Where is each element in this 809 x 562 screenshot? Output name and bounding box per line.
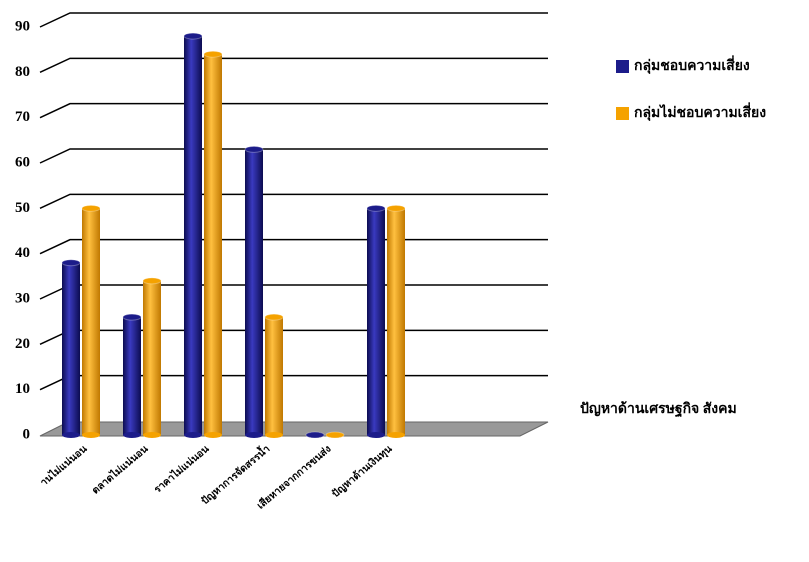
legend-swatch — [616, 107, 629, 120]
floor — [39, 421, 549, 437]
bar-part — [245, 149, 263, 435]
grid-line — [39, 329, 548, 346]
bar-part — [245, 432, 263, 438]
y-tick-label: 60 — [15, 154, 30, 170]
legend-swatch — [616, 60, 629, 73]
y-tick-label: 70 — [15, 109, 30, 125]
y-tick-label: 90 — [15, 18, 30, 34]
y-tick-label: 20 — [15, 336, 30, 352]
y-tick-label: 0 — [23, 426, 31, 442]
bar-part — [183, 32, 203, 40]
grid-line — [39, 57, 548, 74]
legend-label: กลุ่มไม่ชอบความเสี่ยง — [634, 102, 766, 121]
bar-part — [387, 208, 405, 435]
bar-part — [62, 432, 80, 438]
bar-part — [244, 145, 264, 153]
bar-part — [143, 280, 161, 435]
bar — [122, 313, 142, 438]
axis-title: ปัญหาด้านเศรษฐกิจ สังคม — [580, 401, 737, 418]
y-tick-label: 30 — [15, 290, 30, 306]
bar-part — [123, 432, 141, 438]
bar-part — [81, 204, 101, 212]
bar — [325, 431, 345, 439]
bar-part — [264, 313, 284, 321]
grid-line — [39, 12, 548, 28]
grid-line — [39, 284, 548, 300]
x-tick-label: ปัญหาด้านเงินทุน — [330, 443, 395, 500]
y-tick-label: 80 — [15, 64, 30, 80]
bar-part — [143, 432, 161, 438]
x-tick-label: ราคาไม่แน่นอน — [151, 442, 211, 496]
grid-line — [39, 148, 548, 164]
bar — [366, 204, 386, 438]
bar-part — [204, 432, 222, 438]
grid-line — [39, 374, 548, 391]
bar-part — [61, 259, 81, 267]
bar-part — [123, 317, 141, 435]
bar-part — [203, 50, 223, 58]
bar-part — [142, 277, 162, 285]
bar-part — [62, 262, 80, 435]
bar — [264, 313, 284, 438]
bar-part — [366, 204, 386, 212]
bar — [305, 431, 325, 439]
bar — [203, 50, 223, 438]
bar — [81, 204, 101, 438]
bar-part — [265, 317, 283, 435]
bar — [244, 145, 264, 438]
bar-part — [204, 54, 222, 435]
grid-line — [39, 193, 548, 210]
bar-part — [122, 313, 142, 321]
bar-part — [184, 36, 202, 436]
bar-part — [367, 432, 385, 438]
grid-line — [39, 102, 548, 119]
bar — [142, 277, 162, 438]
bar — [183, 32, 203, 438]
bar — [386, 204, 406, 438]
legend-label: กลุ่มชอบความเสี่ยง — [634, 55, 750, 74]
bar — [61, 259, 81, 438]
y-tick-label: 40 — [15, 245, 30, 261]
grid-line — [39, 238, 548, 255]
y-tick-label: 10 — [15, 381, 30, 397]
bar-part — [265, 432, 283, 438]
bar-part — [325, 431, 345, 439]
x-tick-label: านไม่แน่นอน — [37, 442, 89, 489]
bar-part — [387, 432, 405, 438]
x-tick-label: ตลาดไม่แน่นอน — [89, 442, 151, 497]
bar-part — [305, 431, 325, 439]
bar-part — [386, 204, 406, 212]
bar-part — [82, 208, 100, 435]
bar-part — [184, 432, 202, 438]
y-tick-label: 50 — [15, 200, 30, 216]
bar-part — [367, 208, 385, 435]
bar-part — [82, 432, 100, 438]
